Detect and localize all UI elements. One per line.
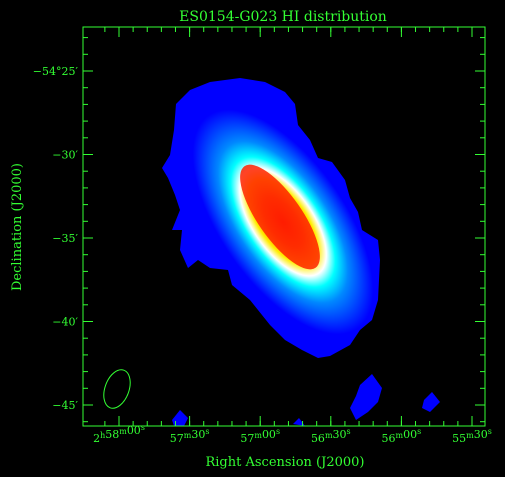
- ra-tick-label: 57m30s: [170, 427, 210, 445]
- plot-frame: [82, 26, 486, 427]
- dec-tick-label: −30′: [52, 149, 78, 162]
- minor-ticks: [83, 27, 485, 426]
- y-axis-label: Declination (J2000): [10, 163, 25, 291]
- dec-tick-label: −45′: [52, 399, 78, 412]
- blue-clump-3: [172, 410, 188, 426]
- blue-clump-2: [422, 392, 440, 412]
- ra-tick-label: 55m30s: [452, 427, 492, 445]
- dec-axis-ticks: −54°25′ −30′ −35′ −40′ −45′: [33, 65, 485, 412]
- x-axis-label: Right Ascension (J2000): [205, 455, 364, 470]
- blue-clump-4: [293, 418, 305, 426]
- dec-tick-label: −35′: [52, 232, 78, 245]
- ra-tick-label: 56m30s: [311, 427, 351, 445]
- ra-tick-label: 56m00s: [382, 427, 422, 445]
- hi-core: [240, 164, 320, 270]
- beam-ellipse: [103, 369, 131, 409]
- ra-tick-label: 57m00s: [240, 427, 280, 445]
- dec-tick-label: −40′: [52, 316, 78, 329]
- plot-title: ES0154-G023 HI distribution: [179, 9, 387, 25]
- hi-image: [162, 78, 440, 426]
- blue-clump-1: [350, 374, 382, 420]
- dec-tick-label: −54°25′: [33, 65, 79, 78]
- ra-tick-label: 2h58m00s: [93, 423, 145, 445]
